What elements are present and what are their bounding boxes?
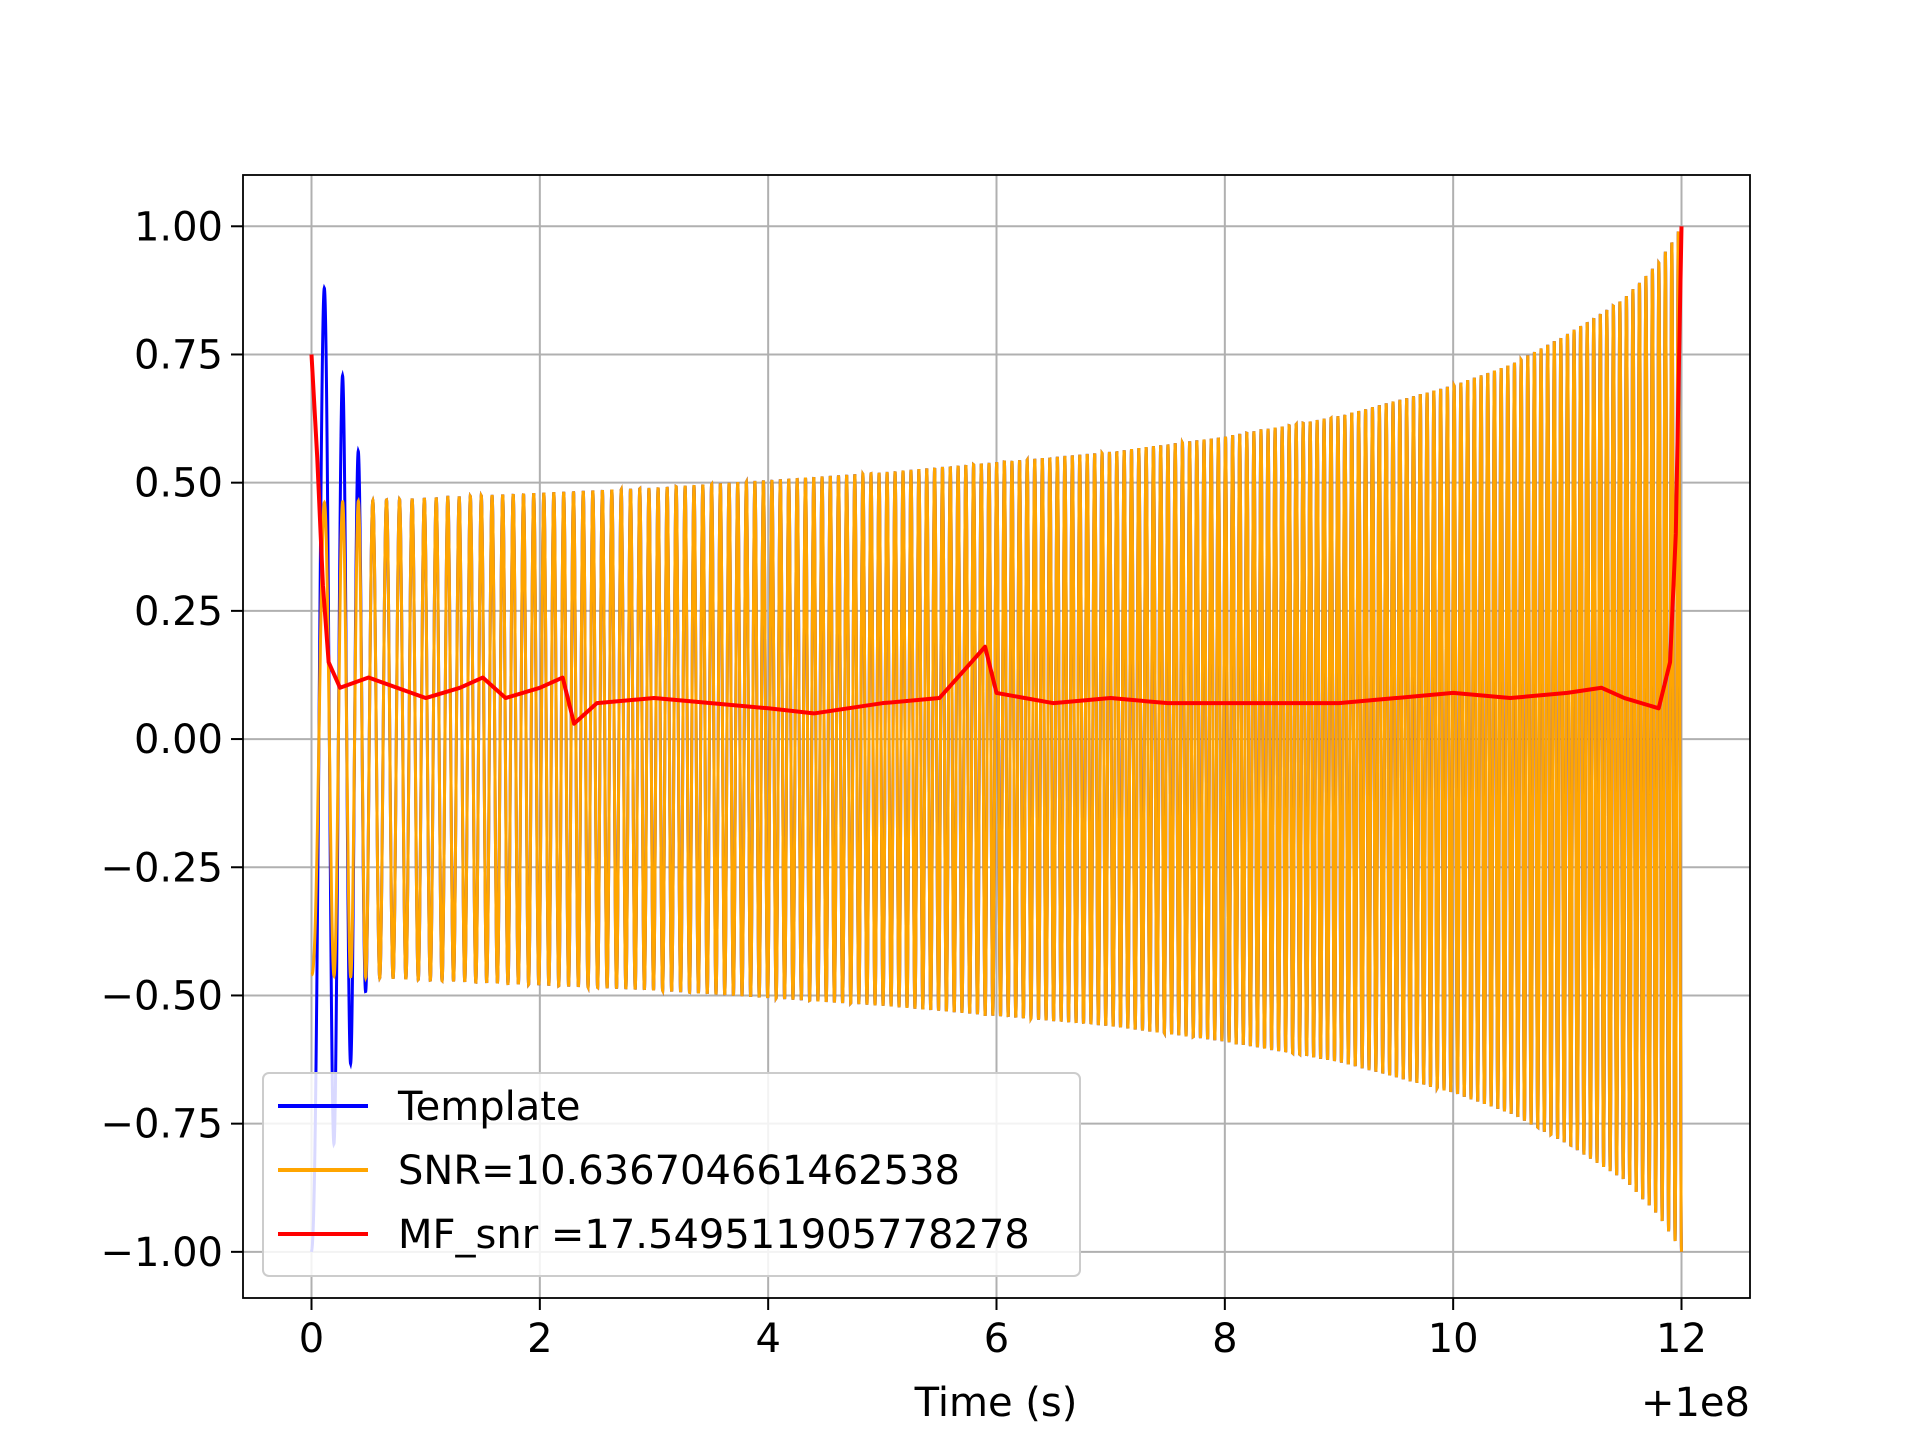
series-line-2: [309, 226, 1684, 726]
y-tick-label: 0.25: [134, 589, 223, 635]
x-tick-label: 6: [984, 1316, 1009, 1362]
x-tick-label: 12: [1656, 1316, 1707, 1362]
legend-label-snr: SNR=10.636704661462538: [398, 1148, 960, 1194]
series-layer: [309, 226, 1684, 1253]
x-tick-label: 0: [299, 1316, 324, 1362]
y-tick-label: −0.50: [100, 973, 223, 1019]
x-tick-label: 10: [1428, 1316, 1479, 1362]
y-tick-label: 1.00: [134, 204, 223, 250]
legend-label-mf-snr: MF_snr =17.549511905778278: [398, 1212, 1030, 1258]
y-tick-label: 0.00: [134, 717, 223, 763]
x-axis-label: Time (s): [914, 1380, 1078, 1426]
legend-box: [262, 1072, 1081, 1277]
series-line-1: [310, 231, 1683, 1252]
x-offset-label: +1e8: [1641, 1380, 1750, 1426]
y-tick-label: −0.75: [100, 1102, 223, 1148]
y-tick-label: −0.25: [100, 845, 223, 891]
y-tick-label: −1.00: [100, 1230, 223, 1276]
x-tick-label: 8: [1212, 1316, 1237, 1362]
y-tick-label: 0.50: [134, 461, 223, 507]
legend: Template SNR=10.636704661462538 MF_snr =…: [262, 1072, 1081, 1277]
y-tick-label: 0.75: [134, 332, 223, 378]
x-tick-label: 4: [755, 1316, 780, 1362]
x-tick-label: 2: [527, 1316, 552, 1362]
legend-label-template: Template: [397, 1084, 581, 1130]
ticks: 0 2 4 6 8 10 12 1.00 0.75 0.50 0.25 0.00 −0.25 −0.50 −…: [100, 204, 1707, 1362]
